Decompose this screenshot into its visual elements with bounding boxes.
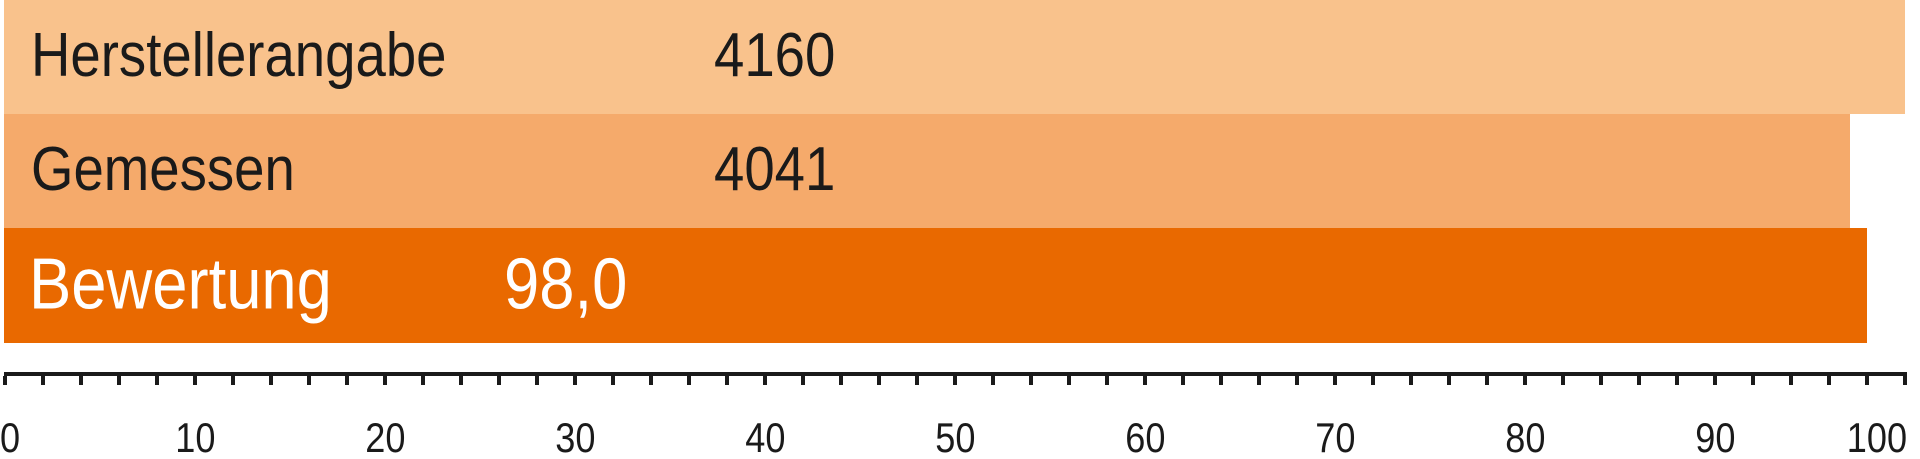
bar-label-herstellerangabe: Herstellerangabe <box>31 20 447 90</box>
axis-tick <box>3 376 7 385</box>
x-axis-line <box>4 372 1907 376</box>
axis-tick <box>1409 376 1413 385</box>
axis-tick <box>1143 376 1147 385</box>
axis-tick <box>1295 376 1299 385</box>
axis-tick <box>1523 376 1527 385</box>
axis-tick <box>1447 376 1451 385</box>
axis-tick <box>79 376 83 385</box>
axis-tick-label: 30 <box>554 414 596 459</box>
axis-tick <box>1637 376 1641 385</box>
axis-tick <box>535 376 539 385</box>
axis-tick <box>1371 376 1375 385</box>
axis-tick <box>1067 376 1071 385</box>
axis-tick <box>573 376 577 385</box>
axis-tick <box>193 376 197 385</box>
axis-tick <box>41 376 45 385</box>
bar-gemessen: Gemessen 4041 <box>4 114 1850 228</box>
axis-tick <box>1105 376 1109 385</box>
axis-tick <box>1599 376 1603 385</box>
bar-value-gemessen: 4041 <box>714 134 836 204</box>
axis-tick <box>1257 376 1261 385</box>
axis-tick <box>1865 376 1869 385</box>
axis-tick <box>1827 376 1831 385</box>
axis-tick <box>649 376 653 385</box>
axis-tick <box>1485 376 1489 385</box>
axis-tick <box>763 376 767 385</box>
axis-tick <box>801 376 805 385</box>
axis-tick <box>991 376 995 385</box>
axis-tick <box>117 376 121 385</box>
axis-tick <box>1751 376 1755 385</box>
axis-tick-label: 90 <box>1694 414 1736 459</box>
axis-tick <box>307 376 311 385</box>
axis-tick <box>687 376 691 385</box>
axis-tick-label: 0 <box>0 414 21 459</box>
axis-tick-label: 80 <box>1504 414 1546 459</box>
bar-value-herstellerangabe: 4160 <box>714 20 836 90</box>
axis-tick <box>269 376 273 385</box>
axis-tick <box>915 376 919 385</box>
axis-tick <box>953 376 957 385</box>
axis-tick-label: 70 <box>1314 414 1356 459</box>
axis-tick-label: 100 <box>1846 414 1907 459</box>
axis-tick <box>1713 376 1717 385</box>
axis-tick <box>1181 376 1185 385</box>
axis-tick <box>345 376 349 385</box>
axis-tick-label: 20 <box>364 414 406 459</box>
bar-label-gemessen: Gemessen <box>31 134 295 204</box>
axis-tick <box>1903 376 1907 385</box>
axis-tick <box>459 376 463 385</box>
axis-tick <box>1029 376 1033 385</box>
axis-tick <box>611 376 615 385</box>
bar-herstellerangabe: Herstellerangabe 4160 <box>4 0 1905 114</box>
axis-tick <box>421 376 425 385</box>
axis-tick <box>725 376 729 385</box>
axis-tick <box>155 376 159 385</box>
axis-tick <box>497 376 501 385</box>
axis-tick <box>1219 376 1223 385</box>
axis-tick <box>383 376 387 385</box>
axis-tick <box>1333 376 1337 385</box>
bar-bewertung: Bewertung 98,0 <box>4 228 1867 343</box>
axis-tick-label: 10 <box>174 414 216 459</box>
bar-label-bewertung: Bewertung <box>29 244 332 325</box>
axis-tick <box>1675 376 1679 385</box>
bar-value-bewertung: 98,0 <box>504 244 628 325</box>
axis-tick-label: 40 <box>744 414 786 459</box>
axis-tick <box>877 376 881 385</box>
axis-tick-label: 50 <box>934 414 976 459</box>
axis-tick <box>839 376 843 385</box>
axis-tick <box>1789 376 1793 385</box>
axis-tick <box>231 376 235 385</box>
axis-tick-label: 60 <box>1124 414 1166 459</box>
axis-tick <box>1561 376 1565 385</box>
